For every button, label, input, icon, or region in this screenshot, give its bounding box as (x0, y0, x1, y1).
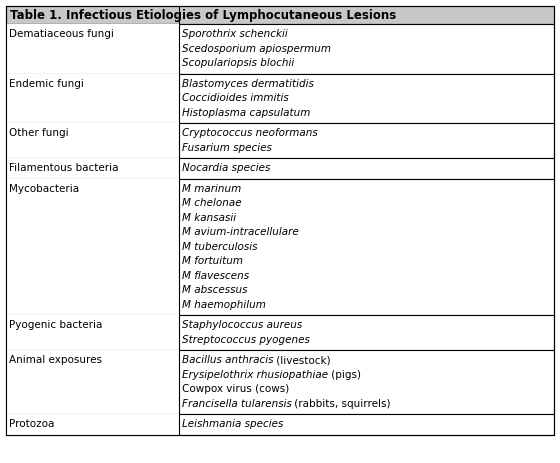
Bar (6, 74, 179, 123)
Bar (6, 123, 554, 158)
Text: M avium-intracellulare: M avium-intracellulare (181, 227, 298, 237)
Bar (6, 350, 179, 414)
Text: M haemophilum: M haemophilum (181, 300, 265, 310)
Text: Scedosporium apiospermum: Scedosporium apiospermum (181, 44, 330, 54)
Text: M tuberculosis: M tuberculosis (181, 242, 257, 252)
Bar (6, 123, 179, 158)
Text: (pigs): (pigs) (328, 370, 361, 380)
Bar (6, 414, 179, 434)
Text: Mycobacteria: Mycobacteria (9, 184, 79, 194)
Bar (6, 158, 554, 179)
Text: Fusarium species: Fusarium species (181, 143, 272, 153)
Text: Scopulariopsis blochii: Scopulariopsis blochii (181, 58, 294, 68)
Text: Pyogenic bacteria: Pyogenic bacteria (9, 320, 102, 330)
Text: Sporothrix schenckii: Sporothrix schenckii (181, 29, 287, 39)
Text: M chelonae: M chelonae (181, 198, 241, 208)
Bar (6, 74, 554, 123)
Text: Endemic fungi: Endemic fungi (9, 79, 84, 89)
Text: Blastomyces dermatitidis: Blastomyces dermatitidis (181, 79, 314, 89)
Text: Staphylococcus aureus: Staphylococcus aureus (181, 320, 302, 330)
Text: M abscessus: M abscessus (181, 285, 247, 295)
Bar (6, 179, 179, 315)
Text: M kansasii: M kansasii (181, 213, 236, 223)
Text: Cowpox virus (cows): Cowpox virus (cows) (181, 384, 289, 394)
Bar (6, 24, 554, 74)
Bar (6, 315, 179, 350)
Text: Dematiaceous fungi: Dematiaceous fungi (9, 29, 114, 39)
Text: Cryptococcus neoformans: Cryptococcus neoformans (181, 128, 318, 138)
Text: Francisella tularensis: Francisella tularensis (181, 399, 292, 409)
Text: (livestock): (livestock) (273, 355, 331, 365)
Text: Other fungi: Other fungi (9, 128, 69, 138)
Bar (6, 315, 554, 350)
Text: Erysipelothrix rhusiopathiae: Erysipelothrix rhusiopathiae (181, 370, 328, 380)
Text: Protozoa: Protozoa (9, 419, 54, 429)
Bar (6, 179, 554, 315)
Bar (6, 24, 179, 74)
Text: Filamentous bacteria: Filamentous bacteria (9, 163, 119, 173)
Text: Animal exposures: Animal exposures (9, 355, 102, 365)
Text: M fortuitum: M fortuitum (181, 256, 242, 266)
Text: Nocardia species: Nocardia species (181, 163, 270, 173)
Text: M flavescens: M flavescens (181, 271, 249, 281)
Bar (6, 350, 554, 414)
Bar (6, 158, 179, 179)
Text: Histoplasma capsulatum: Histoplasma capsulatum (181, 108, 310, 118)
Text: Coccidioides immitis: Coccidioides immitis (181, 93, 288, 103)
Text: Streptococcus pyogenes: Streptococcus pyogenes (181, 335, 310, 345)
Text: Table 1. Infectious Etiologies of Lymphocutaneous Lesions: Table 1. Infectious Etiologies of Lympho… (10, 8, 396, 21)
Text: (rabbits, squirrels): (rabbits, squirrels) (292, 399, 391, 409)
Bar (6, 6, 554, 24)
Text: Leishmania species: Leishmania species (181, 419, 283, 429)
Text: Bacillus anthracis: Bacillus anthracis (181, 355, 273, 365)
Bar (6, 414, 554, 434)
Text: M marinum: M marinum (181, 184, 241, 194)
